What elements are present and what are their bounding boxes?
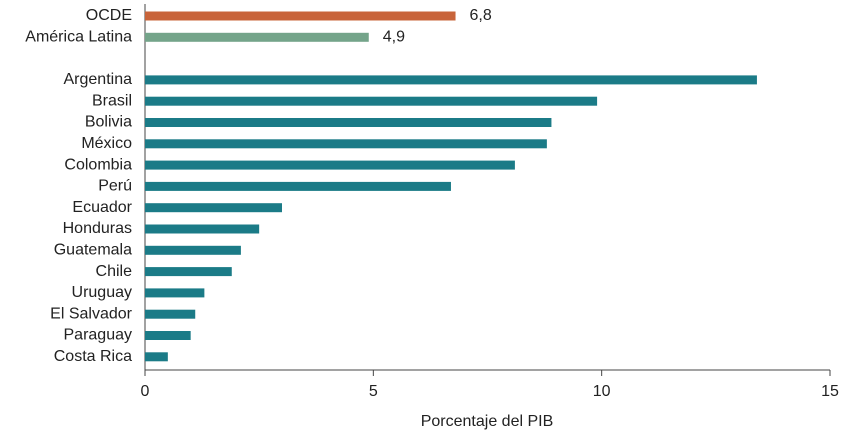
bar — [145, 32, 369, 42]
bar — [145, 160, 515, 170]
bar — [145, 267, 232, 277]
bar — [145, 96, 598, 106]
y-tick-label: Uruguay — [72, 284, 132, 301]
y-tick-label: América Latina — [25, 29, 132, 46]
bar — [145, 224, 260, 234]
bar — [145, 118, 552, 127]
y-tick-label: México — [81, 135, 132, 152]
bar — [145, 352, 168, 362]
x-tick-label: 15 — [821, 383, 839, 400]
y-tick-label: Paraguay — [64, 327, 133, 344]
bar — [145, 309, 196, 319]
y-tick-label: Ecuador — [72, 199, 132, 216]
y-tick-label: Bolivia — [85, 114, 132, 131]
y-tick-label: Brasil — [92, 92, 132, 109]
bar — [145, 288, 205, 298]
value-label: 6,8 — [470, 7, 492, 24]
y-tick-label: El Salvador — [50, 305, 132, 322]
y-tick-label: Perú — [98, 178, 132, 195]
y-tick-label: Colombia — [64, 156, 132, 173]
y-tick-label: Argentina — [64, 71, 133, 88]
value-label: 4,9 — [383, 29, 405, 46]
bar — [145, 75, 757, 85]
bar — [145, 11, 456, 21]
bar — [145, 203, 282, 213]
bar — [145, 245, 241, 255]
y-tick-label: Guatemala — [54, 242, 132, 259]
y-tick-label: OCDE — [86, 7, 132, 24]
bar — [145, 139, 547, 149]
x-tick-label: 0 — [141, 383, 150, 400]
x-tick-label: 10 — [593, 383, 611, 400]
bar — [145, 331, 191, 340]
bar — [145, 181, 451, 191]
x-axis-label: Porcentaje del PIB — [421, 413, 554, 430]
y-tick-label: Honduras — [63, 220, 132, 237]
y-tick-label: Costa Rica — [54, 348, 132, 365]
x-tick-label: 5 — [369, 383, 378, 400]
y-tick-label: Chile — [96, 263, 133, 280]
